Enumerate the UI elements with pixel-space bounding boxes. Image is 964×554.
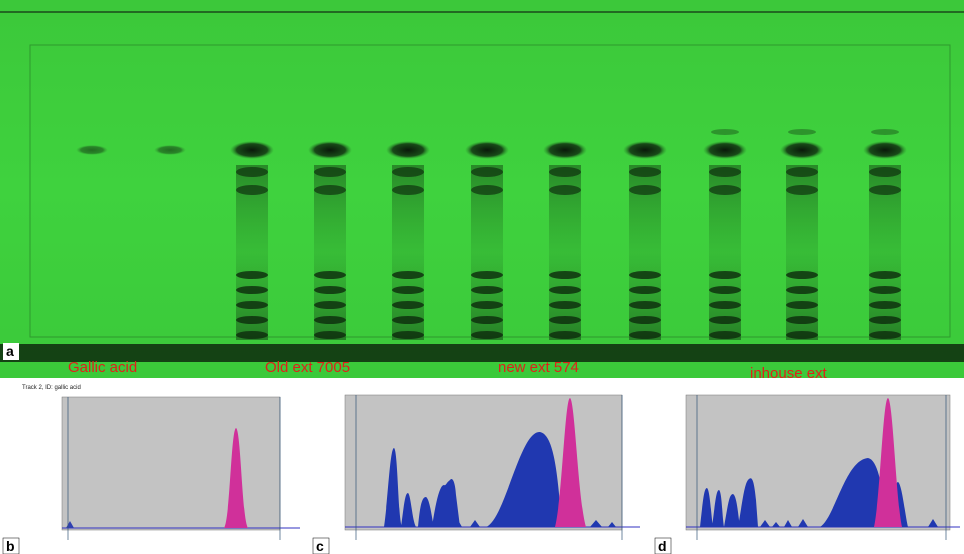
sample-label: inhouse ext — [750, 365, 828, 382]
band — [314, 167, 346, 177]
band — [471, 316, 503, 324]
band — [709, 301, 741, 309]
band — [392, 271, 424, 279]
band — [709, 185, 741, 195]
band — [236, 301, 268, 309]
band — [549, 271, 581, 279]
band — [869, 286, 901, 294]
panel-label-box — [654, 537, 672, 554]
spot — [863, 141, 907, 159]
plot-area — [61, 396, 281, 531]
band — [629, 316, 661, 324]
band — [709, 316, 741, 324]
spot — [76, 145, 108, 155]
spot — [703, 141, 747, 159]
band — [629, 301, 661, 309]
band — [549, 316, 581, 324]
band — [314, 301, 346, 309]
panel-label-box — [312, 537, 330, 554]
spot — [780, 141, 824, 159]
band — [392, 331, 424, 339]
band — [869, 271, 901, 279]
band — [549, 185, 581, 195]
band — [392, 301, 424, 309]
sample-label: new ext 574 — [498, 359, 579, 376]
band — [314, 316, 346, 324]
band — [786, 316, 818, 324]
band — [471, 331, 503, 339]
spot — [154, 145, 186, 155]
plot-area — [685, 394, 951, 531]
band — [786, 271, 818, 279]
band — [786, 167, 818, 177]
peak — [874, 398, 902, 527]
band — [869, 185, 901, 195]
band — [236, 331, 268, 339]
band — [629, 271, 661, 279]
band — [392, 167, 424, 177]
track-title: Track 2, ID: gallic acid — [22, 385, 81, 391]
band — [629, 167, 661, 177]
panel-label: b — [6, 538, 15, 554]
band — [471, 271, 503, 279]
band — [709, 271, 741, 279]
band — [709, 167, 741, 177]
band — [549, 286, 581, 294]
band — [629, 286, 661, 294]
panel-label-box — [3, 343, 19, 360]
band — [869, 316, 901, 324]
band — [236, 286, 268, 294]
band — [314, 271, 346, 279]
spot — [543, 141, 587, 159]
band — [709, 286, 741, 294]
spot — [230, 141, 274, 159]
band — [236, 167, 268, 177]
band — [314, 286, 346, 294]
band — [629, 331, 661, 339]
band — [392, 185, 424, 195]
band — [869, 331, 901, 339]
peak — [224, 428, 248, 528]
band — [788, 129, 816, 135]
band — [471, 185, 503, 195]
band — [786, 331, 818, 339]
band — [471, 167, 503, 177]
band — [549, 167, 581, 177]
band — [471, 286, 503, 294]
peak — [555, 398, 586, 527]
band — [236, 316, 268, 324]
band — [629, 185, 661, 195]
panel-label: c — [316, 538, 324, 554]
band — [236, 271, 268, 279]
band — [786, 301, 818, 309]
band — [392, 286, 424, 294]
band — [314, 331, 346, 339]
band — [711, 129, 739, 135]
band — [871, 129, 899, 135]
spot — [308, 141, 352, 159]
solvent-front — [0, 344, 964, 362]
band — [471, 301, 503, 309]
band — [786, 185, 818, 195]
spot — [623, 141, 667, 159]
panel-label: d — [658, 538, 667, 554]
band — [314, 185, 346, 195]
band — [869, 167, 901, 177]
panel-label-box — [2, 537, 20, 554]
spot — [465, 141, 509, 159]
spot — [386, 141, 430, 159]
peak — [384, 431, 616, 527]
sample-label: Old ext 7005 — [265, 359, 350, 376]
band — [869, 301, 901, 309]
band — [709, 331, 741, 339]
band — [549, 301, 581, 309]
panel-label: a — [6, 343, 14, 359]
band — [236, 185, 268, 195]
band — [549, 331, 581, 339]
sample-label: Gallic acid — [68, 359, 137, 376]
lanes — [76, 129, 907, 340]
band — [392, 316, 424, 324]
band — [786, 286, 818, 294]
